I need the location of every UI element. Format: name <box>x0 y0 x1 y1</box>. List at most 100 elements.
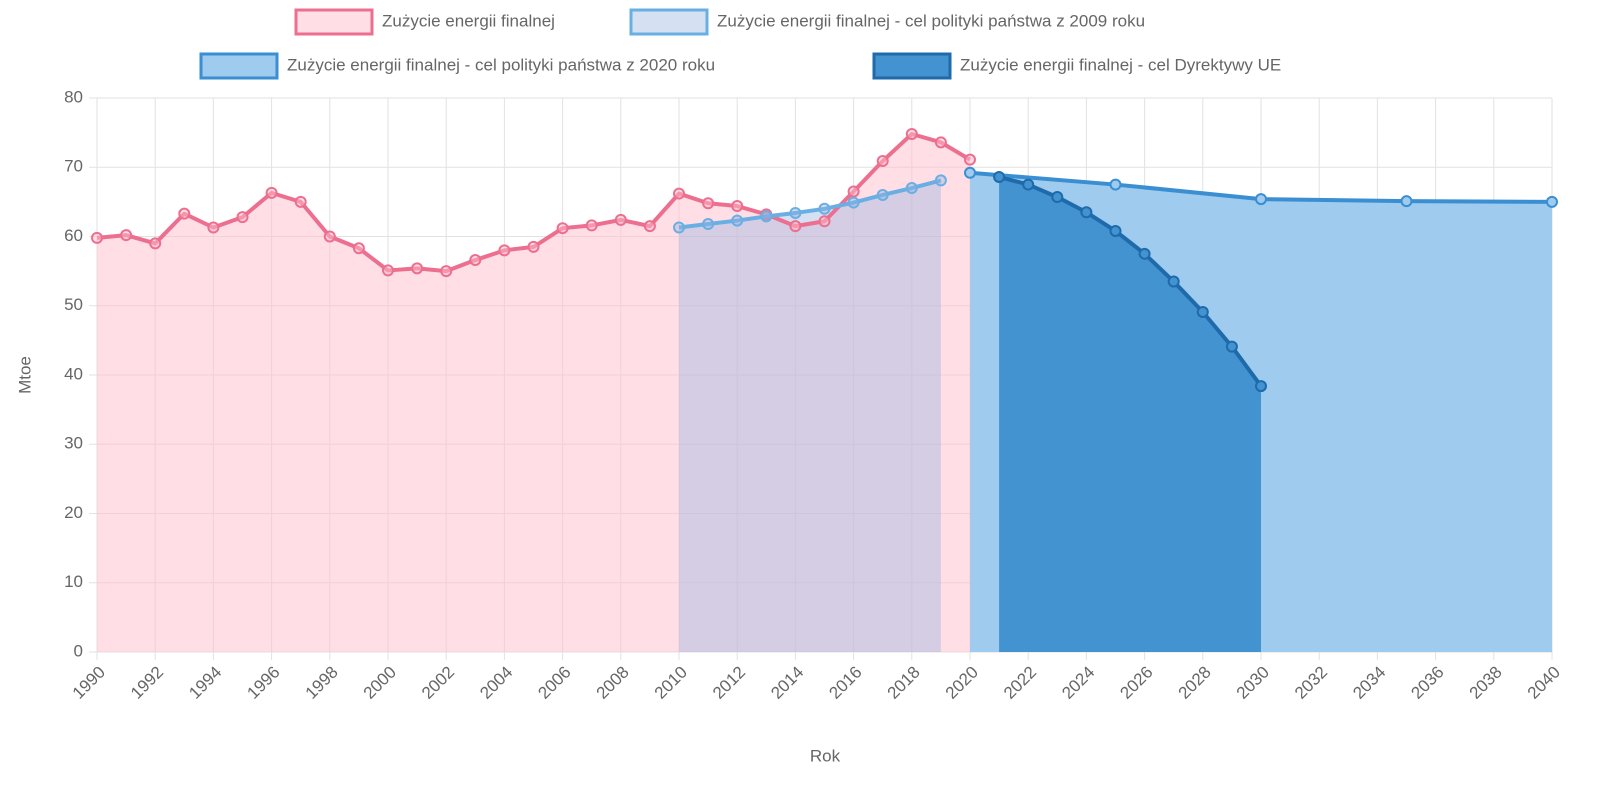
point <box>614 213 627 226</box>
point <box>178 207 191 220</box>
area <box>97 134 970 652</box>
y-tick-label: 0 <box>74 641 83 660</box>
x-axis-label: Rok <box>810 746 841 765</box>
x-tick-label: 2000 <box>360 663 400 703</box>
point <box>236 211 249 224</box>
point <box>440 265 453 278</box>
point <box>818 202 831 215</box>
x-tick-label: 1994 <box>185 663 225 703</box>
point <box>643 220 656 233</box>
line <box>998 175 1263 388</box>
point <box>905 128 918 141</box>
point <box>527 240 540 253</box>
y-axis-label: Mtoe <box>15 356 34 394</box>
x-tick-label: 2022 <box>1000 663 1040 703</box>
point <box>905 182 918 195</box>
point <box>934 174 947 187</box>
y-tick-label: 30 <box>64 434 83 453</box>
point <box>265 186 278 199</box>
point <box>1225 340 1238 353</box>
x-tick-label: 2034 <box>1349 663 1389 703</box>
point <box>382 264 394 277</box>
y-tick-label: 60 <box>64 226 83 245</box>
point <box>731 214 744 227</box>
point <box>585 219 598 232</box>
point <box>789 220 802 233</box>
point <box>1138 247 1151 260</box>
point <box>207 221 220 234</box>
point <box>673 221 685 234</box>
point <box>352 242 365 255</box>
x-tick-label: 2012 <box>709 663 749 703</box>
point <box>876 155 889 168</box>
point <box>1080 206 1093 219</box>
point <box>556 222 569 235</box>
point <box>934 136 947 149</box>
point <box>1051 191 1064 204</box>
x-tick-label: 2026 <box>1116 663 1156 703</box>
x-tick-label: 2006 <box>534 663 574 703</box>
legend-label: Zużycie energii finalnej - cel polityki … <box>287 55 715 74</box>
point <box>673 187 685 200</box>
x-tick-label: 2024 <box>1058 663 1098 703</box>
point <box>469 254 482 267</box>
y-tick-label: 40 <box>64 364 83 383</box>
point <box>964 166 976 179</box>
point <box>1400 195 1413 208</box>
point <box>294 195 307 208</box>
point <box>964 153 976 166</box>
legend-label: Zużycie energii finalnej - cel Dyrektywy… <box>960 55 1281 74</box>
point <box>1167 275 1180 288</box>
x-tick-label: 2014 <box>767 663 807 703</box>
x-tick-label: 1990 <box>69 663 109 703</box>
point <box>993 170 1006 183</box>
point <box>498 244 511 257</box>
x-tick-label: 2030 <box>1233 663 1273 703</box>
point <box>876 188 889 201</box>
point <box>1196 305 1209 318</box>
point <box>1546 195 1558 208</box>
legend-label: Zużycie energii finalnej - cel polityki … <box>717 11 1145 30</box>
point <box>323 230 336 243</box>
legend-swatch <box>629 8 709 36</box>
legend-swatch <box>872 52 952 80</box>
x-tick-label: 2018 <box>884 663 924 703</box>
x-tick-label: 1996 <box>243 663 283 703</box>
y-tick-label: 10 <box>64 572 83 591</box>
y-tick-label: 80 <box>64 87 83 106</box>
point <box>1109 178 1122 191</box>
point <box>702 197 715 210</box>
y-tick-label: 70 <box>64 157 83 176</box>
legend-label: Zużycie energii finalnej <box>382 11 555 30</box>
point <box>1022 178 1035 191</box>
point <box>702 218 715 231</box>
x-tick-label: 2008 <box>593 663 633 703</box>
x-tick-label: 2038 <box>1466 663 1506 703</box>
point <box>789 206 802 219</box>
area <box>999 176 1261 652</box>
legend-swatch <box>294 8 374 36</box>
area <box>679 180 941 652</box>
point <box>120 229 133 242</box>
x-tick-label: 2036 <box>1407 663 1447 703</box>
x-tick-label: 2004 <box>476 663 516 703</box>
point <box>149 237 162 250</box>
y-tick-label: 50 <box>64 295 83 314</box>
x-tick-label: 1998 <box>302 663 342 703</box>
x-tick-label: 2002 <box>418 663 458 703</box>
point <box>1255 380 1267 393</box>
legend-swatch <box>199 52 279 80</box>
x-tick-label: 2040 <box>1524 663 1564 703</box>
point <box>91 231 103 244</box>
line <box>678 178 942 230</box>
x-tick-label: 2010 <box>651 663 691 703</box>
x-tick-label: 1992 <box>127 663 167 703</box>
point <box>1255 193 1267 206</box>
x-tick-label: 2032 <box>1291 663 1331 703</box>
point <box>847 185 860 198</box>
x-tick-label: 2028 <box>1175 663 1215 703</box>
point <box>760 210 773 223</box>
point <box>847 196 860 209</box>
x-tick-label: 2020 <box>942 663 982 703</box>
